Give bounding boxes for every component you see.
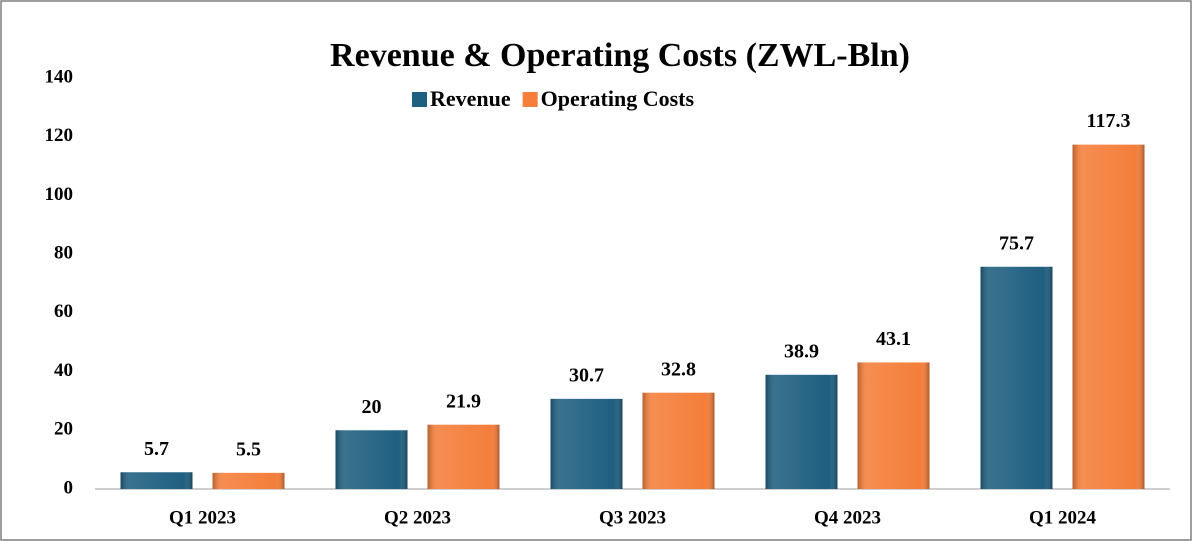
chart-title: Revenue & Operating Costs (ZWL-Bln) [330,37,910,74]
bar-shade [335,430,408,489]
bar-shade [765,374,838,489]
value-label: 5.7 [144,438,169,460]
value-label: 20 [362,396,382,418]
y-tick-label: 0 [64,477,74,498]
value-label: 32.8 [661,358,696,380]
bar-shade [550,398,623,489]
legend-swatch [522,92,538,107]
bar-shade [120,472,193,489]
legend-label: Revenue [430,86,511,111]
y-tick-label: 80 [54,243,73,264]
y-tick-label: 40 [54,360,73,381]
y-tick-label: 60 [54,301,73,322]
bar-shade [642,392,715,489]
x-tick-label: Q1 2023 [169,507,236,528]
x-tick-label: Q2 2023 [384,507,451,528]
bar-shade [980,266,1053,489]
bar-shade [212,472,285,489]
value-label: 75.7 [999,232,1034,254]
y-tick-label: 100 [45,184,74,205]
legend-swatch [412,92,427,107]
value-label: 117.3 [1087,110,1131,132]
x-tick-label: Q4 2023 [814,507,881,528]
bar-shade [857,362,930,489]
value-label: 5.5 [236,438,261,460]
value-label: 30.7 [569,364,604,386]
value-label: 38.9 [784,340,819,362]
y-tick-label: 20 [54,419,73,440]
value-label: 43.1 [876,328,911,350]
legend-label: Operating Costs [541,86,695,111]
y-tick-label: 140 [45,66,74,87]
x-tick-label: Q1 2024 [1029,507,1097,528]
bar-shade [427,424,500,489]
value-label: 21.9 [446,390,481,412]
y-tick-label: 120 [45,125,74,146]
bar-shade [1072,144,1145,489]
x-tick-label: Q3 2023 [599,507,666,528]
